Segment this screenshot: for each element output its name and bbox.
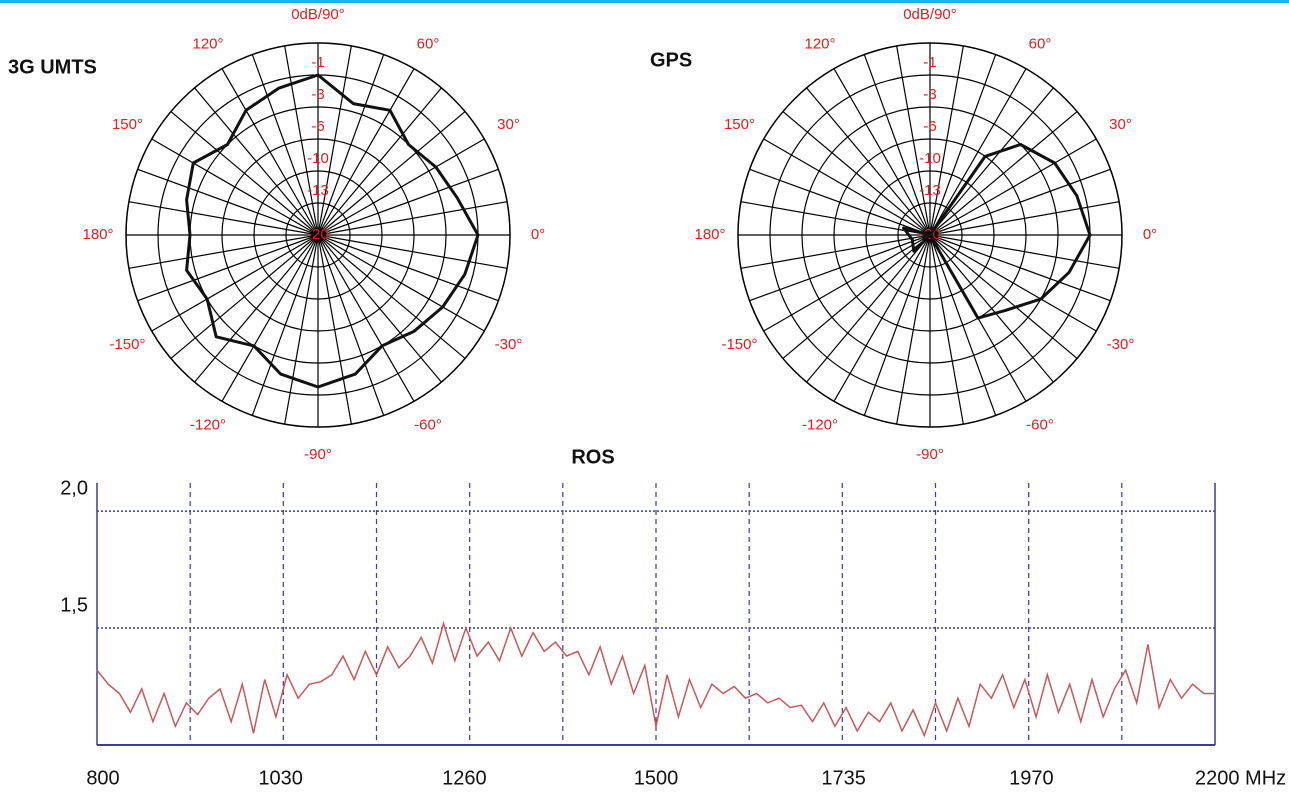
angle-label: 150° xyxy=(724,116,755,133)
r-tick-label: -6 xyxy=(311,118,324,135)
y-tick-label: 2,0 xyxy=(60,477,88,499)
angle-label: -30° xyxy=(1107,336,1135,353)
angle-label: 0° xyxy=(1143,226,1157,243)
angle-label: -30° xyxy=(495,336,523,353)
ring xyxy=(865,170,995,300)
angle-label: 60° xyxy=(1029,35,1052,52)
pattern-line xyxy=(902,143,1092,320)
outer-ring xyxy=(737,42,1123,428)
r-tick-label: -13 xyxy=(919,182,941,199)
ring xyxy=(253,170,383,300)
r-tick-label: -3 xyxy=(923,86,936,103)
r-tick-label: -20 xyxy=(307,226,329,243)
angle-label: -60° xyxy=(1026,416,1054,433)
data-line xyxy=(96,620,1215,738)
angle-label: 120° xyxy=(804,35,835,52)
chart-title: 3G UMTS xyxy=(8,56,97,78)
angle-label: -150° xyxy=(721,336,757,353)
x-tick-label: 2200 MHz xyxy=(1195,767,1286,789)
angle-label: 30° xyxy=(1109,116,1132,133)
x-tick-label: 800 xyxy=(86,767,119,789)
r-tick-label: -10 xyxy=(307,150,329,167)
angle-label: 120° xyxy=(192,35,223,52)
x-tick-label: 1970 xyxy=(1009,767,1054,789)
r-tick-label: -1 xyxy=(311,54,324,71)
angle-label: -150° xyxy=(109,336,145,353)
chart-title: GPS xyxy=(650,49,692,71)
r-tick-label: -10 xyxy=(919,150,941,167)
angle-label: 180° xyxy=(82,226,113,243)
x-tick-label: 1260 xyxy=(442,767,487,789)
ring xyxy=(897,202,963,268)
chart-title: ROS xyxy=(571,446,614,468)
angle-label: -60° xyxy=(414,416,442,433)
angle-label: 180° xyxy=(694,226,725,243)
x-tick-label: 1500 xyxy=(634,767,679,789)
x-tick-label: 1030 xyxy=(258,767,303,789)
x-tick-label: 1735 xyxy=(821,767,866,789)
ring xyxy=(285,202,351,268)
outer-ring xyxy=(125,42,511,428)
pattern-line xyxy=(185,73,480,389)
y-tick-label: 1,5 xyxy=(60,594,88,616)
ring xyxy=(801,106,1059,364)
angle-label: 150° xyxy=(112,116,143,133)
r-tick-label: -13 xyxy=(307,182,329,199)
angle-label: -90° xyxy=(916,446,944,463)
angle-label: 60° xyxy=(417,35,440,52)
ring xyxy=(833,138,1027,332)
angle-label: -90° xyxy=(304,446,332,463)
r-tick-label: -6 xyxy=(923,118,936,135)
angle-label: 30° xyxy=(497,116,520,133)
angle-label: 0° xyxy=(531,226,545,243)
r-tick-label: -3 xyxy=(311,86,324,103)
angle-label: 0dB/90° xyxy=(903,6,957,23)
angle-label: 0dB/90° xyxy=(291,6,345,23)
angle-label: -120° xyxy=(802,416,838,433)
ring xyxy=(221,138,415,332)
charts: 3G UMTS -1-3-6-10-13-200dB/90°60°30°0°-30… xyxy=(8,6,1286,789)
angle-label: -120° xyxy=(190,416,226,433)
r-tick-label: -1 xyxy=(923,54,936,71)
